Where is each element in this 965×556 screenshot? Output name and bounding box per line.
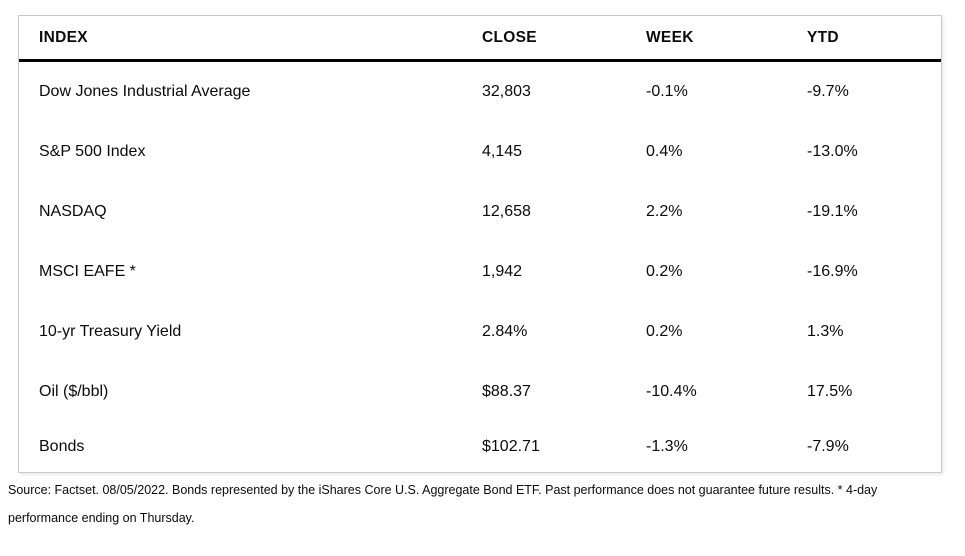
cell-week: 0.4% bbox=[646, 143, 683, 160]
cell-close: $102.71 bbox=[482, 438, 540, 455]
cell-week: -10.4% bbox=[646, 383, 697, 400]
table-row: Dow Jones Industrial Average 32,803 -0.1% -… bbox=[19, 62, 941, 122]
market-index-table: INDEX CLOSE WEEK YTD Dow Jones Industria… bbox=[18, 15, 942, 473]
cell-ytd: 1.3% bbox=[807, 323, 844, 340]
footnote-line-1: Source: Factset. 08/05/2022. Bonds repre… bbox=[8, 483, 878, 497]
footnote-line-2: performance ending on Thursday. bbox=[8, 511, 195, 525]
cell-week: 0.2% bbox=[646, 323, 683, 340]
source-footnote: Source: Factset. 08/05/2022. Bonds repre… bbox=[8, 476, 958, 532]
cell-index: 10-yr Treasury Yield bbox=[39, 323, 182, 340]
cell-ytd: -19.1% bbox=[807, 203, 858, 220]
table-row: S&P 500 Index 4,145 0.4% -13.0% bbox=[19, 122, 941, 182]
cell-index: S&P 500 Index bbox=[39, 143, 146, 160]
cell-close: 2.84% bbox=[482, 323, 528, 340]
table-row: Oil ($/bbl) $88.37 -10.4% 17.5% bbox=[19, 362, 941, 422]
cell-week: 2.2% bbox=[646, 203, 683, 220]
cell-close: 32,803 bbox=[482, 83, 531, 100]
cell-close: 12,658 bbox=[482, 203, 531, 220]
cell-index: NASDAQ bbox=[39, 203, 107, 220]
cell-ytd: -9.7% bbox=[807, 83, 849, 100]
cell-ytd: -13.0% bbox=[807, 143, 858, 160]
column-header-index: INDEX bbox=[39, 28, 88, 46]
cell-ytd: -7.9% bbox=[807, 438, 849, 455]
column-header-close: CLOSE bbox=[482, 28, 537, 46]
table-row: Bonds $102.71 -1.3% -7.9% bbox=[19, 422, 941, 472]
cell-week: -1.3% bbox=[646, 438, 688, 455]
cell-index: Bonds bbox=[39, 438, 85, 455]
cell-close: $88.37 bbox=[482, 383, 531, 400]
cell-close: 4,145 bbox=[482, 143, 523, 160]
table-row: 10-yr Treasury Yield 2.84% 0.2% 1.3% bbox=[19, 302, 941, 362]
table-body: Dow Jones Industrial Average 32,803 -0.1% -… bbox=[19, 62, 941, 472]
table-row: MSCI EAFE * 1,942 0.2% -16.9% bbox=[19, 242, 941, 302]
cell-index: MSCI EAFE * bbox=[39, 263, 136, 280]
table-row: NASDAQ 12,658 2.2% -19.1% bbox=[19, 182, 941, 242]
cell-close: 1,942 bbox=[482, 263, 523, 280]
column-header-week: WEEK bbox=[646, 28, 694, 46]
table-header-row: INDEX CLOSE WEEK YTD bbox=[19, 16, 941, 62]
cell-index: Oil ($/bbl) bbox=[39, 383, 109, 400]
column-header-ytd: YTD bbox=[807, 28, 839, 46]
cell-week: 0.2% bbox=[646, 263, 683, 280]
cell-ytd: 17.5% bbox=[807, 383, 853, 400]
cell-ytd: -16.9% bbox=[807, 263, 858, 280]
cell-index: Dow Jones Industrial Average bbox=[39, 83, 251, 100]
cell-week: -0.1% bbox=[646, 83, 688, 100]
